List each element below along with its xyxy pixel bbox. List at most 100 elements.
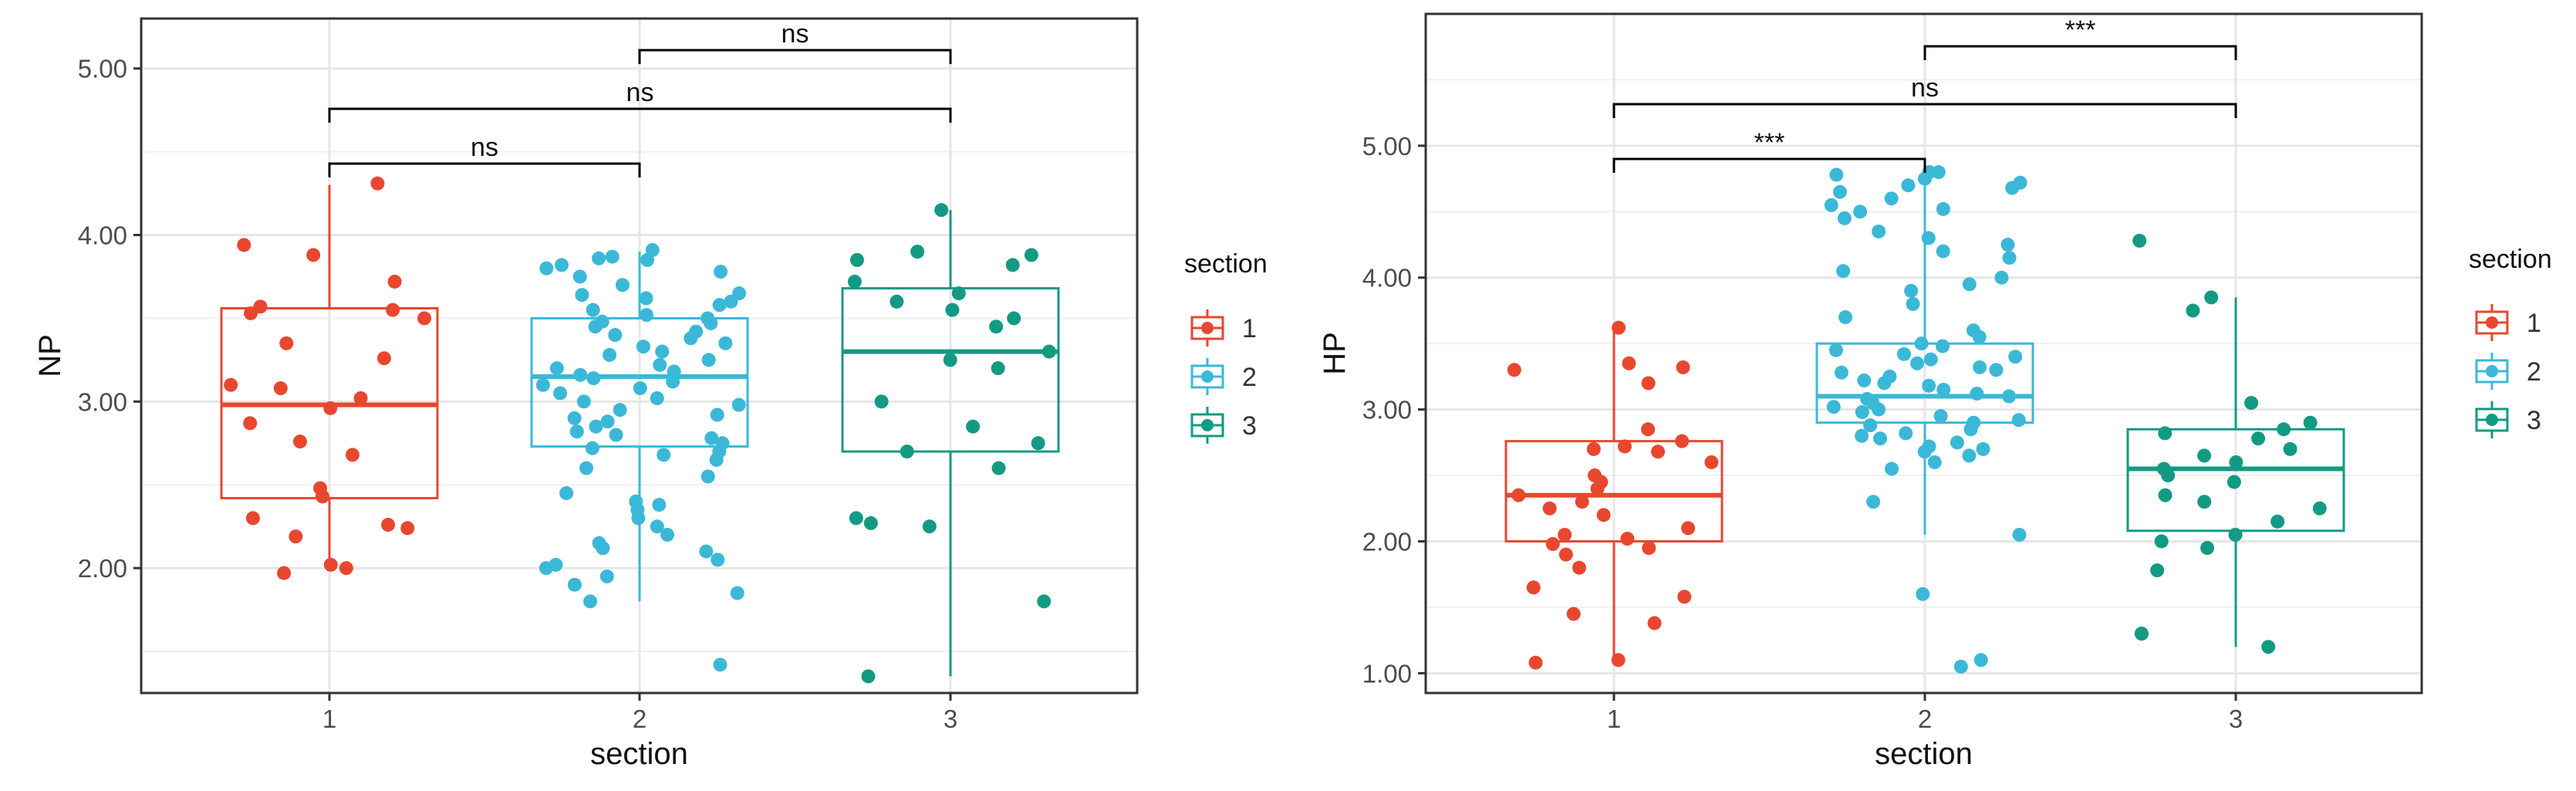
data-point [306,248,321,262]
data-point [652,498,667,512]
chart-hp: *** ns *** 1.00 2.00 3.00 4.00 5.00 1 2 3 section HP… [1318,12,2552,771]
data-point [2197,448,2212,463]
data-point [724,294,738,309]
data-point [1596,508,1611,522]
bracket-line [1923,45,2237,60]
data-point [2158,488,2173,502]
points-section-1 [224,176,432,580]
data-point [730,586,744,600]
data-point [666,374,680,389]
data-point [890,294,904,309]
y-tick-label: 5.00 [1362,132,1412,161]
data-point [1917,171,1932,186]
significance-label: *** [2065,15,2096,45]
data-point [2158,426,2173,441]
data-point [910,245,925,259]
data-point [1917,445,1932,459]
data-point [863,516,878,530]
points-section-3 [2132,233,2327,654]
data-point [2261,640,2276,654]
data-point [1963,422,1978,437]
box-2 [530,252,749,602]
data-point [1829,167,1844,182]
legend: section 1 2 3 [2469,245,2552,438]
data-point [554,258,569,272]
significance-bracket: ns [638,19,952,64]
data-point [1921,231,1936,245]
data-point [657,448,671,462]
data-point [631,511,646,526]
significance-bracket: ns [328,133,641,177]
data-point [535,377,550,392]
data-point [991,461,1006,475]
data-point [1970,387,1984,401]
significance-label: *** [1754,128,1785,157]
data-point [1617,439,1632,454]
data-point [1873,431,1888,446]
data-point [2229,455,2243,469]
legend-item-3: 3 [1190,407,1257,444]
data-point [1976,441,1990,456]
data-point [1936,382,1951,397]
data-point [237,238,252,252]
data-point [2244,396,2259,411]
data-point [2270,514,2285,529]
data-point [1935,339,1950,353]
legend-key-point [1201,419,1214,431]
data-point [605,249,620,264]
data-point [655,344,670,359]
y-tick-label: 5.00 [78,55,127,83]
data-point [2000,238,2015,252]
data-point [1572,560,1586,575]
data-point [704,316,718,330]
data-point [376,351,391,366]
points-section-1 [1507,320,1719,670]
data-point [1872,402,1886,417]
data-point [849,511,863,526]
data-point [966,419,981,434]
legend-item-3: 3 [2475,401,2541,438]
legend-key-point [1201,322,1214,334]
data-point [1647,616,1662,630]
data-point [1834,365,1848,380]
data-point [653,357,667,372]
data-point [277,566,292,580]
data-point [273,381,288,396]
legend-item-1: 1 [2475,304,2541,341]
data-point [684,331,698,346]
chart-np: ns ns ns 2.00 3.00 4.00 5.00 1 2 3 section NP sectio… [33,17,1268,771]
data-point [1857,374,1872,388]
box-iqr [1504,440,1724,543]
data-point [323,557,338,572]
significance-bracket: *** [1612,128,1926,173]
data-point [1031,436,1045,451]
y-axis-title: HP [1318,332,1352,375]
bracket-line [328,107,952,123]
data-point [2150,563,2165,578]
data-point [245,511,260,526]
points-section-3 [847,203,1056,684]
data-point [922,519,937,534]
data-point [1994,270,2009,285]
data-point [2197,495,2212,509]
bracket-line [1612,157,1926,173]
data-point [1872,224,1886,238]
significance-bracket: *** [1923,15,2237,60]
data-point [572,269,587,284]
x-tick-label: 2 [633,705,647,733]
data-point [586,303,600,317]
data-point [1962,277,1977,292]
data-point [1832,184,1847,199]
data-point [1826,400,1841,414]
data-point [1855,428,1869,443]
data-point [1863,418,1878,433]
legend-title: section [2469,245,2552,274]
data-point [1885,461,1899,476]
data-point [387,274,402,289]
data-point [615,278,630,292]
data-point [1866,495,1881,509]
legend-item-1: 1 [1190,309,1257,346]
data-point [1953,659,1968,674]
data-point [1590,482,1605,496]
data-point [1528,655,1543,670]
